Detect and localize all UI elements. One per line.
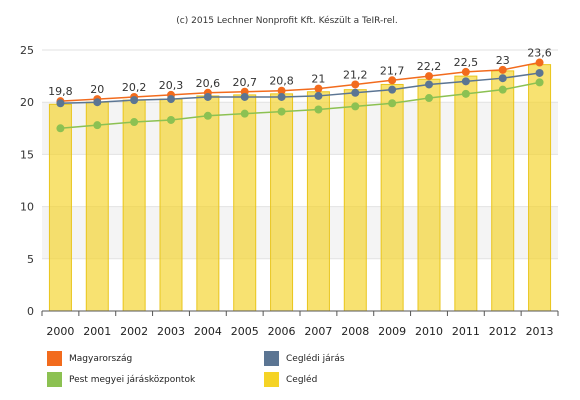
point-1-2012[interactable] xyxy=(498,74,507,83)
point-1-2009[interactable] xyxy=(388,85,397,94)
y-tick-label: 15 xyxy=(20,148,34,161)
point-1-2000[interactable] xyxy=(56,99,65,108)
point-0-2008[interactable] xyxy=(351,80,360,89)
x-tick-label: 2011 xyxy=(452,325,480,338)
x-tick-label: 2003 xyxy=(157,325,185,338)
point-2-2013[interactable] xyxy=(535,78,544,87)
point-2-2006[interactable] xyxy=(277,107,286,116)
plot-band xyxy=(42,258,558,311)
bar-2000[interactable] xyxy=(48,103,72,312)
x-tick-label: 2002 xyxy=(120,325,148,338)
point-2-2007[interactable] xyxy=(314,105,323,114)
bar-2002[interactable] xyxy=(122,99,146,312)
data-label-2001: 20 xyxy=(90,83,104,96)
data-label-2008: 21,2 xyxy=(343,68,368,81)
series-line-1 xyxy=(60,72,540,104)
bar-2008[interactable] xyxy=(343,89,367,312)
bar-2005[interactable] xyxy=(233,94,257,312)
chart-title: (c) 2015 Lechner Nonprofit Kft. Készült … xyxy=(176,15,397,26)
plot-band xyxy=(42,206,558,259)
point-1-2005[interactable] xyxy=(240,92,249,101)
point-0-2007[interactable] xyxy=(314,84,323,93)
bar-2013[interactable] xyxy=(528,64,552,312)
point-1-2004[interactable] xyxy=(203,92,212,101)
point-0-2013[interactable] xyxy=(535,58,544,67)
data-label-2005: 20,7 xyxy=(232,76,257,89)
x-tick-label: 2006 xyxy=(268,325,296,338)
y-tick-label: 5 xyxy=(27,253,34,266)
y-tick-label: 20 xyxy=(20,96,34,109)
x-tick-label: 2012 xyxy=(489,325,517,338)
x-tick-label: 2009 xyxy=(378,325,406,338)
point-1-2002[interactable] xyxy=(130,96,139,105)
data-label-2000: 19,8 xyxy=(48,85,73,98)
point-2-2002[interactable] xyxy=(130,118,139,127)
point-2-2008[interactable] xyxy=(351,102,360,111)
x-tick-label: 2013 xyxy=(526,325,554,338)
x-tick-label: 2005 xyxy=(231,325,259,338)
bar-2007[interactable] xyxy=(306,91,330,312)
data-label-2010: 22,2 xyxy=(417,60,442,73)
bar-2006[interactable] xyxy=(270,93,294,312)
data-label-2007: 21 xyxy=(311,73,325,86)
series-line-2 xyxy=(60,81,540,130)
point-2-2000[interactable] xyxy=(56,124,65,133)
data-label-2011: 22,5 xyxy=(454,56,479,69)
bar-2010[interactable] xyxy=(417,78,441,312)
point-2-2004[interactable] xyxy=(203,111,212,120)
y-tick-label: 25 xyxy=(20,44,34,57)
bar-2012[interactable] xyxy=(491,70,515,312)
bar-2009[interactable] xyxy=(380,83,404,312)
series-line-0 xyxy=(60,61,540,102)
y-tick-label: 0 xyxy=(27,305,34,318)
bar-2004[interactable] xyxy=(196,95,220,312)
data-label-2009: 21,7 xyxy=(380,64,405,77)
point-1-2008[interactable] xyxy=(351,88,360,97)
point-1-2003[interactable] xyxy=(167,95,175,104)
bar-2003[interactable] xyxy=(159,98,183,312)
point-2-2005[interactable] xyxy=(240,109,249,118)
x-tick-label: 2008 xyxy=(341,325,369,338)
point-1-2001[interactable] xyxy=(93,98,102,107)
point-1-2011[interactable] xyxy=(461,77,470,86)
plot-band xyxy=(42,50,558,103)
data-label-2013: 23,6 xyxy=(527,47,552,60)
data-label-2006: 20,8 xyxy=(269,75,294,88)
x-tick-label: 2004 xyxy=(194,325,222,338)
point-0-2010[interactable] xyxy=(425,72,433,81)
point-0-2006[interactable] xyxy=(277,86,286,95)
point-1-2006[interactable] xyxy=(277,92,286,101)
point-1-2007[interactable] xyxy=(314,91,323,100)
data-label-2003: 20,3 xyxy=(159,79,184,92)
x-tick-label: 2010 xyxy=(415,325,443,338)
point-2-2012[interactable] xyxy=(498,85,507,94)
x-tick-label: 2000 xyxy=(46,325,74,338)
bar-2001[interactable] xyxy=(85,101,109,312)
x-tick-label: 2007 xyxy=(304,325,332,338)
data-label-2004: 20,6 xyxy=(196,77,221,90)
point-2-2009[interactable] xyxy=(388,99,397,108)
y-tick-label: 10 xyxy=(20,201,34,214)
data-label-2012: 23 xyxy=(496,54,510,67)
point-2-2011[interactable] xyxy=(461,89,470,98)
point-2-2003[interactable] xyxy=(167,115,175,124)
point-1-2010[interactable] xyxy=(425,80,433,89)
point-0-2011[interactable] xyxy=(461,67,470,76)
point-2-2010[interactable] xyxy=(425,94,433,103)
plot-band xyxy=(42,154,558,207)
point-1-2013[interactable] xyxy=(535,68,544,77)
point-0-2009[interactable] xyxy=(388,76,397,85)
point-2-2001[interactable] xyxy=(93,121,102,130)
bar-2011[interactable] xyxy=(454,75,478,312)
data-label-2002: 20,2 xyxy=(122,81,147,94)
point-0-2012[interactable] xyxy=(498,65,507,74)
x-tick-label: 2001 xyxy=(83,325,111,338)
